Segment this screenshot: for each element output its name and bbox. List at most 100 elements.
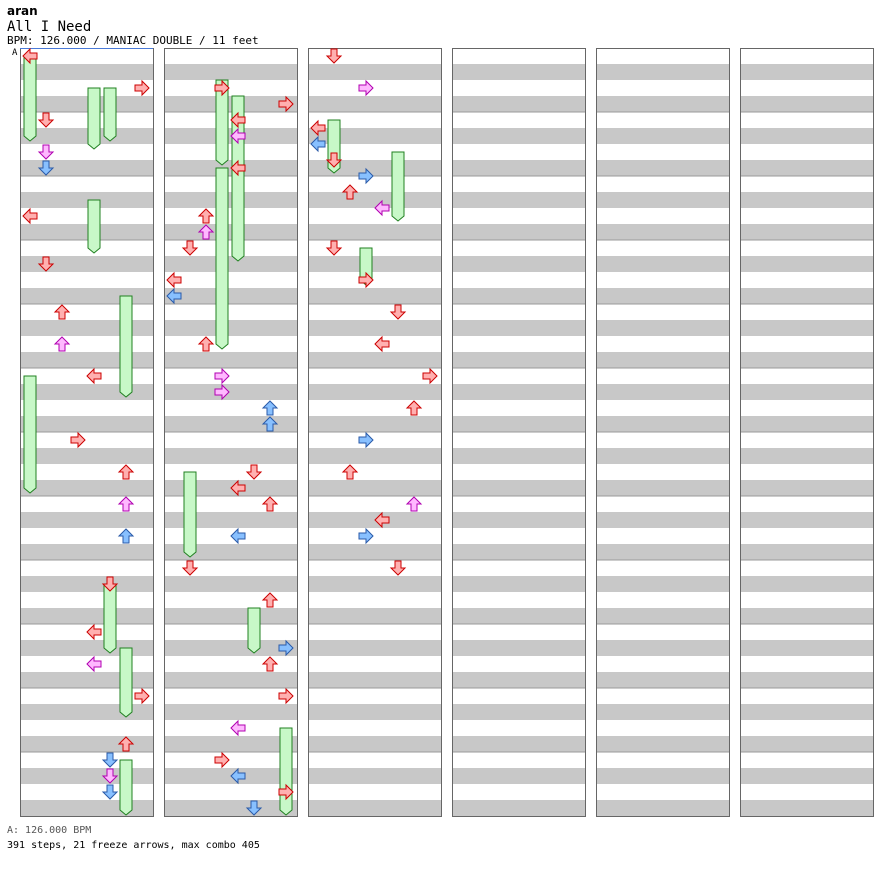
step-arrow-u <box>197 336 215 352</box>
step-arrow-l <box>374 335 390 353</box>
beat-stripe <box>741 448 873 464</box>
beat-stripe <box>309 736 441 752</box>
freeze-arrow <box>103 87 117 142</box>
step-arrow-d <box>101 768 119 784</box>
beat-stripe <box>597 544 729 560</box>
beat-stripe <box>309 768 441 784</box>
beat-stripe <box>597 768 729 784</box>
step-arrow-d <box>325 152 343 168</box>
beat-stripe <box>165 800 297 816</box>
freeze-arrow <box>87 87 101 150</box>
step-arrow-d <box>325 240 343 256</box>
beat-stripe <box>21 384 153 400</box>
beat-stripe <box>453 160 585 176</box>
beat-stripe <box>597 288 729 304</box>
step-arrow-l <box>166 271 182 289</box>
beat-stripe <box>453 704 585 720</box>
step-arrow-d <box>245 800 263 816</box>
beat-stripe <box>597 352 729 368</box>
beat-stripe <box>741 128 873 144</box>
beat-stripe <box>597 256 729 272</box>
freeze-arrow <box>23 55 37 142</box>
beat-stripe <box>165 256 297 272</box>
step-arrow-u <box>261 416 279 432</box>
beat-stripe <box>597 608 729 624</box>
chart-column-4 <box>452 48 586 817</box>
beat-stripe <box>165 288 297 304</box>
step-arrow-l <box>230 767 246 785</box>
beat-stripe <box>309 192 441 208</box>
beat-stripe <box>453 416 585 432</box>
step-arrow-u <box>117 736 135 752</box>
step-arrow-l <box>230 719 246 737</box>
beat-stripe <box>21 480 153 496</box>
step-arrow-d <box>37 112 55 128</box>
beat-stripe <box>21 640 153 656</box>
bpm-footer: A: 126.000 BPM <box>7 825 92 836</box>
step-arrow-l <box>86 367 102 385</box>
beat-stripe <box>597 160 729 176</box>
step-arrow-r <box>278 95 294 113</box>
freeze-arrow <box>247 607 261 654</box>
beat-stripe <box>453 288 585 304</box>
beat-stripe <box>309 384 441 400</box>
step-arrow-d <box>325 48 343 64</box>
beat-stripe <box>309 544 441 560</box>
beat-stripe <box>165 224 297 240</box>
step-arrow-d <box>37 256 55 272</box>
step-arrow-d <box>181 240 199 256</box>
beat-stripe <box>309 352 441 368</box>
beat-stripe <box>165 608 297 624</box>
freeze-arrow <box>119 295 133 398</box>
beat-stripe <box>741 672 873 688</box>
beat-stripe <box>741 512 873 528</box>
step-arrow-d <box>101 784 119 800</box>
freeze-arrow <box>103 583 117 654</box>
beat-stripe <box>21 352 153 368</box>
beat-stripe <box>21 192 153 208</box>
column-border <box>164 48 298 817</box>
beat-stripe <box>165 64 297 80</box>
beat-stripe <box>597 384 729 400</box>
beat-stripe <box>741 640 873 656</box>
artist-name: aran <box>7 4 38 18</box>
step-arrow-l <box>310 119 326 137</box>
beat-stripe <box>309 480 441 496</box>
beat-stripe <box>741 768 873 784</box>
beat-stripe <box>165 704 297 720</box>
beat-stripe <box>597 192 729 208</box>
step-arrow-l <box>374 199 390 217</box>
beat-stripe <box>21 128 153 144</box>
beat-stripe <box>165 736 297 752</box>
beat-stripe <box>165 672 297 688</box>
step-arrow-l <box>22 47 38 65</box>
beat-stripe <box>741 480 873 496</box>
step-arrow-r <box>358 271 374 289</box>
beat-stripe <box>453 768 585 784</box>
step-arrow-l <box>230 159 246 177</box>
beat-stripe <box>741 608 873 624</box>
beat-stripe <box>741 576 873 592</box>
beat-stripe <box>741 544 873 560</box>
beat-stripe <box>21 416 153 432</box>
step-arrow-u <box>197 224 215 240</box>
beat-stripe <box>453 544 585 560</box>
step-arrow-u <box>405 400 423 416</box>
step-arrow-u <box>117 464 135 480</box>
step-arrow-r <box>134 79 150 97</box>
beat-stripe <box>741 256 873 272</box>
beat-stripe <box>453 576 585 592</box>
step-arrow-r <box>358 431 374 449</box>
beat-stripe <box>21 544 153 560</box>
step-arrow-u <box>261 656 279 672</box>
freeze-arrow <box>391 151 405 222</box>
beat-stripe <box>165 352 297 368</box>
beat-stripe <box>165 416 297 432</box>
beat-stripe <box>453 672 585 688</box>
step-arrow-r <box>278 783 294 801</box>
beat-stripe <box>453 96 585 112</box>
beat-stripe <box>741 160 873 176</box>
beat-stripe <box>741 736 873 752</box>
beat-stripe <box>165 448 297 464</box>
